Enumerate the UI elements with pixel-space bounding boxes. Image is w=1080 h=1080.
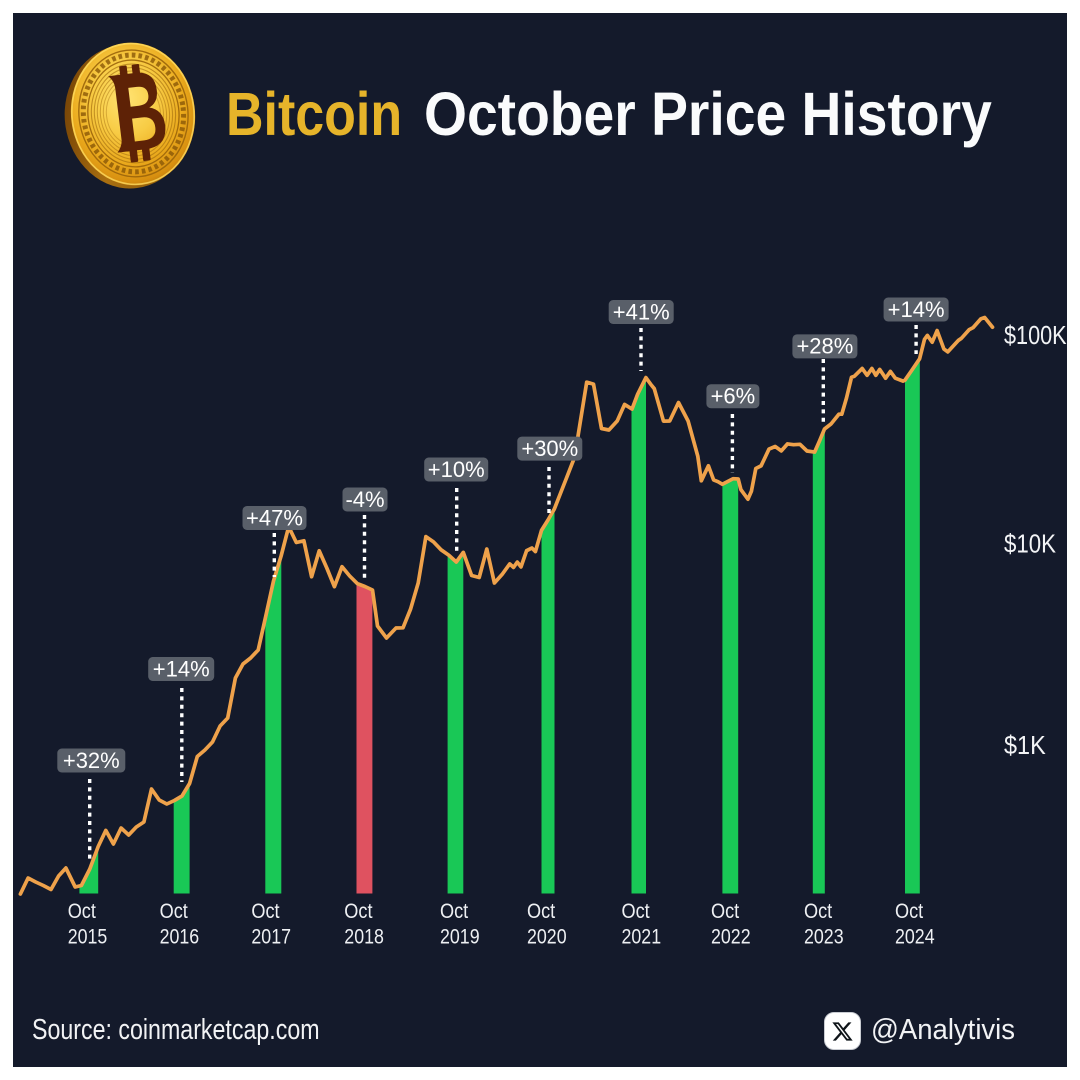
svg-text:+28%: +28% (796, 334, 853, 359)
svg-text:Oct: Oct (160, 900, 188, 923)
svg-text:Oct: Oct (895, 900, 923, 923)
svg-text:$10K: $10K (1004, 529, 1057, 559)
svg-text:+14%: +14% (888, 297, 945, 322)
svg-text:Oct: Oct (440, 900, 468, 923)
svg-text:+6%: +6% (711, 384, 756, 409)
svg-text:2015: 2015 (68, 925, 108, 948)
svg-text:+47%: +47% (246, 505, 303, 530)
svg-text:2021: 2021 (622, 925, 662, 948)
svg-text:2019: 2019 (440, 925, 480, 948)
svg-text:+10%: +10% (428, 457, 485, 482)
svg-text:Oct: Oct (711, 900, 739, 923)
svg-text:+32%: +32% (63, 748, 120, 773)
svg-text:$1K: $1K (1004, 730, 1046, 760)
svg-text:2023: 2023 (804, 925, 844, 948)
svg-text:Oct: Oct (804, 900, 832, 923)
svg-text:2017: 2017 (251, 925, 291, 948)
svg-text:Oct: Oct (344, 900, 372, 923)
svg-text:2020: 2020 (527, 925, 567, 948)
svg-text:$100K: $100K (1004, 320, 1067, 350)
svg-text:Oct: Oct (622, 900, 650, 923)
svg-text:+30%: +30% (521, 436, 578, 461)
svg-text:Oct: Oct (527, 900, 555, 923)
svg-text:2024: 2024 (895, 925, 935, 948)
svg-text:2018: 2018 (344, 925, 384, 948)
svg-text:2016: 2016 (160, 925, 200, 948)
svg-text:-4%: -4% (345, 487, 384, 512)
svg-text:+41%: +41% (613, 299, 670, 324)
svg-text:+14%: +14% (153, 656, 210, 681)
svg-text:Oct: Oct (251, 900, 279, 923)
svg-text:2022: 2022 (711, 925, 751, 948)
svg-text:Oct: Oct (68, 900, 96, 923)
